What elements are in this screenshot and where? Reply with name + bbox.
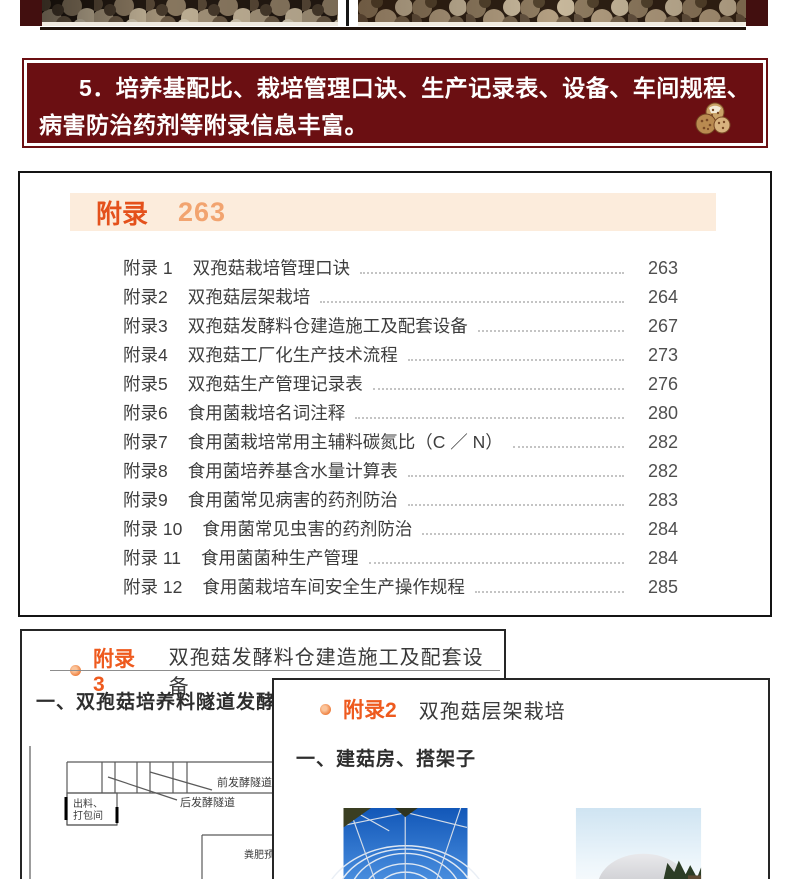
toc-leader-dots — [407, 347, 624, 361]
toc-entry-label: 附录 1 — [123, 258, 173, 278]
toc-entry-title: 食用菌培养基含水量计算表 — [187, 461, 398, 481]
toc-entry-title: 双孢菇工厂化生产技术流程 — [187, 345, 398, 365]
appendix-toc-panel: 附录 263 附录 1 双孢菇栽培管理口诀 263 附录2 双孢菇层架栽培 26… — [18, 171, 772, 617]
toc-entry-page: 282 — [647, 432, 678, 452]
banner-text-line-2: 病害防治药剂等附录信息丰富。 — [39, 112, 368, 138]
toc-entry-title: 食用菌常见虫害的药剂防治 — [202, 519, 413, 539]
toc-entry-label: 附录9 — [123, 490, 168, 510]
toc-leader-dots — [368, 550, 624, 564]
orange-bullet-icon — [320, 703, 331, 715]
toc-entry-title: 双孢菇发酵料仓建造施工及配套设备 — [187, 316, 468, 336]
mushrooms-icon — [695, 101, 735, 137]
appendix2-heading: 附录2 双孢菇层架栽培 — [320, 694, 566, 724]
fermentation-site-floorplan: 前发酵隧道 后发酵隧道 出料、 打包间 粪肥预湿 — [22, 734, 508, 879]
toc-row: 附录 1 双孢菇栽培管理口诀 263 — [123, 255, 678, 284]
toc-row: 附录 12 食用菌栽培车间安全生产操作规程 285 — [123, 574, 678, 603]
toc-entry-title: 食用菌栽培车间安全生产操作规程 — [202, 577, 465, 597]
toc-row: 附录2 双孢菇层架栽培 264 — [123, 284, 678, 313]
feature-banner: 5．培养基配比、栽培管理口诀、生产记录表、设备、车间规程、 病害防治药剂等附录信… — [22, 58, 768, 148]
strip-right-edge — [746, 0, 768, 26]
toc-entry-page: 282 — [647, 461, 678, 481]
toc-row: 附录5 双孢菇生产管理记录表 276 — [123, 371, 678, 400]
toc-entry-page: 280 — [647, 403, 678, 423]
strip-left-edge — [20, 0, 42, 26]
greenhouse-frame-photo — [297, 807, 514, 879]
feature-banner-body: 5．培养基配比、栽培管理口诀、生产记录表、设备、车间规程、 病害防治药剂等附录信… — [27, 63, 763, 143]
toc-entry-title: 双孢菇层架栽培 — [187, 287, 311, 307]
toc-row: 附录3 双孢菇发酵料仓建造施工及配套设备 267 — [123, 313, 678, 342]
toc-entry-label: 附录 12 — [123, 577, 183, 597]
toc-entry-label: 附录6 — [123, 403, 168, 423]
toc-entry-label: 附录2 — [123, 287, 168, 307]
mushroom-photo-left — [42, 0, 338, 26]
appendix2-section-heading: 一、建菇房、搭架子 — [296, 749, 477, 770]
svg-text:打包间: 打包间 — [73, 809, 103, 822]
plastic-tunnel-photo — [529, 808, 748, 879]
strip-underline — [40, 27, 746, 30]
toc-entry-label: 附录8 — [123, 461, 168, 481]
appendix-toc-header: 附录 263 — [70, 193, 716, 231]
toc-entry-label: 附录5 — [123, 374, 168, 394]
toc-leader-dots — [360, 260, 624, 274]
toc-leader-dots — [474, 579, 624, 593]
toc-entry-title: 双孢菇生产管理记录表 — [187, 374, 363, 394]
toc-entry-page: 273 — [647, 345, 678, 365]
toc-entry-page: 264 — [647, 287, 678, 307]
toc-leader-dots — [422, 521, 624, 535]
toc-row: 附录9 食用菌常见病害的药剂防治 283 — [123, 487, 678, 516]
toc-leader-dots — [372, 376, 624, 390]
appendix2-number: 附录2 — [343, 699, 397, 722]
toc-leader-dots — [320, 289, 624, 303]
toc-header-title: 附录 — [96, 198, 149, 229]
toc-row: 附录6 食用菌栽培名词注释 280 — [123, 400, 678, 429]
toc-entry-page: 263 — [647, 258, 678, 278]
appendix3-heading: 附录3 双孢菇发酵料仓建造施工及配套设备 — [70, 641, 504, 699]
svg-text:后发酵隧道: 后发酵隧道 — [180, 795, 235, 809]
photo-divider — [338, 0, 358, 26]
sample-page-appendix2: 附录2 双孢菇层架栽培 一、建菇房、搭架子 — [272, 678, 770, 879]
toc-entry-label: 附录7 — [123, 432, 168, 452]
mushroom-photo-right — [358, 0, 746, 26]
toc-row: 附录 11 食用菌菌种生产管理 284 — [123, 545, 678, 574]
toc-entry-page: 285 — [647, 577, 678, 597]
toc-entry-page: 267 — [647, 316, 678, 336]
toc-entry-page: 276 — [647, 374, 678, 394]
toc-entry-label: 附录 10 — [123, 519, 183, 539]
toc-leader-dots — [407, 463, 624, 477]
toc-row: 附录4 双孢菇工厂化生产技术流程 273 — [123, 342, 678, 371]
toc-entry-page: 284 — [647, 548, 678, 568]
toc-entry-title: 食用菌栽培名词注释 — [187, 403, 346, 423]
appendix3-title: 双孢菇发酵料仓建造施工及配套设备 — [168, 647, 484, 698]
toc-row: 附录 10 食用菌常见虫害的药剂防治 284 — [123, 516, 678, 545]
appendix2-title: 双孢菇层架栽培 — [418, 700, 566, 723]
toc-entry-title: 食用菌栽培常用主辅料碳氮比（C ／ N） — [187, 432, 503, 452]
toc-entry-label: 附录4 — [123, 345, 168, 365]
toc-row: 附录8 食用菌培养基含水量计算表 282 — [123, 458, 678, 487]
svg-text:前发酵隧道: 前发酵隧道 — [217, 775, 272, 789]
toc-leader-dots — [512, 434, 624, 448]
toc-header-page: 263 — [178, 196, 227, 227]
svg-text:出料、: 出料、 — [73, 797, 103, 810]
toc-row: 附录7 食用菌栽培常用主辅料碳氮比（C ／ N） 282 — [123, 429, 678, 458]
appendix-toc-list: 附录 1 双孢菇栽培管理口诀 263 附录2 双孢菇层架栽培 264 附录3 双… — [123, 255, 678, 603]
toc-leader-dots — [477, 318, 624, 332]
toc-entry-title: 食用菌常见病害的药剂防治 — [187, 490, 398, 510]
banner-text-line-1: 5．培养基配比、栽培管理口诀、生产记录表、设备、车间规程、 — [79, 75, 751, 101]
toc-entry-label: 附录3 — [123, 316, 168, 336]
appendix3-number: 附录3 — [92, 648, 135, 696]
toc-leader-dots — [407, 492, 624, 506]
toc-entry-page: 284 — [647, 519, 678, 539]
toc-entry-title: 双孢菇栽培管理口诀 — [192, 258, 351, 278]
mushroom-photo-strip — [0, 0, 790, 32]
toc-entry-page: 283 — [647, 490, 678, 510]
toc-entry-title: 食用菌菌种生产管理 — [201, 548, 359, 568]
toc-leader-dots — [355, 405, 624, 419]
toc-entry-label: 附录 11 — [123, 548, 182, 568]
heading-rule — [50, 670, 500, 671]
